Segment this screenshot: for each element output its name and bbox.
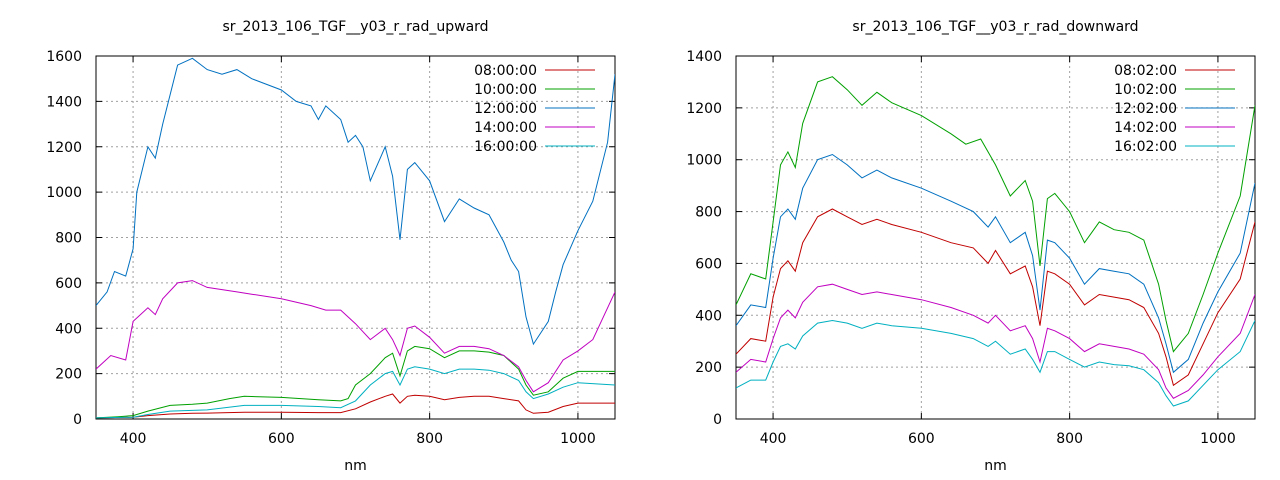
y-tick-label: 600 — [55, 276, 82, 292]
x-axis-label: nm — [984, 458, 1007, 474]
y-tick-label: 1400 — [686, 49, 722, 65]
chart-title: sr_2013_106_TGF__y03_r_rad_upward — [222, 19, 488, 35]
series-line-140000 — [96, 280, 615, 393]
y-tick-label: 1200 — [46, 140, 82, 156]
y-tick-label: 400 — [55, 321, 82, 337]
upward-radiance-chart: sr_2013_106_TGF__y03_r_rad_upward 400 600 8… — [46, 19, 616, 474]
series-line-160200 — [736, 319, 1255, 407]
x-tick-label: 600 — [908, 431, 935, 447]
y-tick-label: 200 — [55, 367, 82, 383]
series-line-100200 — [736, 76, 1255, 353]
legend-label: 16:00:00 — [474, 139, 537, 155]
x-tick-label: 600 — [268, 431, 295, 447]
legend-label: 14:02:00 — [1114, 120, 1177, 136]
legend-label: 08:02:00 — [1114, 63, 1177, 79]
chart-title: sr_2013_106_TGF__y03_r_rad_downward — [852, 19, 1138, 35]
y-tick-label: 1400 — [46, 94, 82, 110]
y-tick-label: 400 — [695, 308, 722, 324]
y-tick-label: 1000 — [686, 153, 722, 169]
downward-radiance-chart: sr_2013_106_TGF__y03_r_rad_downward 400 60… — [686, 19, 1256, 474]
legend-label: 14:00:00 — [474, 120, 537, 136]
y-tick-label: 1200 — [686, 101, 722, 117]
legend-label: 16:02:00 — [1114, 139, 1177, 155]
series-line-120200 — [736, 153, 1255, 374]
y-tick-label: 0 — [713, 412, 722, 428]
series-line-100000 — [96, 345, 615, 419]
x-tick-label: 400 — [120, 431, 147, 447]
series-line-140200 — [736, 283, 1255, 399]
y-tick-label: 0 — [73, 412, 82, 428]
legend-label: 08:00:00 — [474, 63, 537, 79]
series-line-160000 — [96, 366, 615, 419]
y-tick-label: 200 — [695, 360, 722, 376]
x-tick-label: 800 — [416, 431, 443, 447]
x-axis-label: nm — [344, 458, 367, 474]
x-tick-label: 400 — [760, 431, 787, 447]
legend-label: 12:02:00 — [1114, 101, 1177, 117]
series-line-080200 — [736, 208, 1255, 387]
legend-label: 10:00:00 — [474, 82, 537, 98]
y-tick-label: 1600 — [46, 49, 82, 65]
series-line-080000 — [96, 393, 615, 419]
y-tick-label: 800 — [695, 205, 722, 221]
series-line-120000 — [96, 57, 615, 346]
x-tick-label: 800 — [1056, 431, 1083, 447]
legend-label: 12:00:00 — [474, 101, 537, 117]
y-tick-label: 800 — [55, 231, 82, 247]
x-tick-label: 1000 — [1200, 431, 1236, 447]
x-tick-label: 1000 — [560, 431, 596, 447]
y-tick-label: 600 — [695, 256, 722, 272]
y-tick-label: 1000 — [46, 185, 82, 201]
plot-frame — [735, 55, 1256, 420]
legend-label: 10:02:00 — [1114, 82, 1177, 98]
